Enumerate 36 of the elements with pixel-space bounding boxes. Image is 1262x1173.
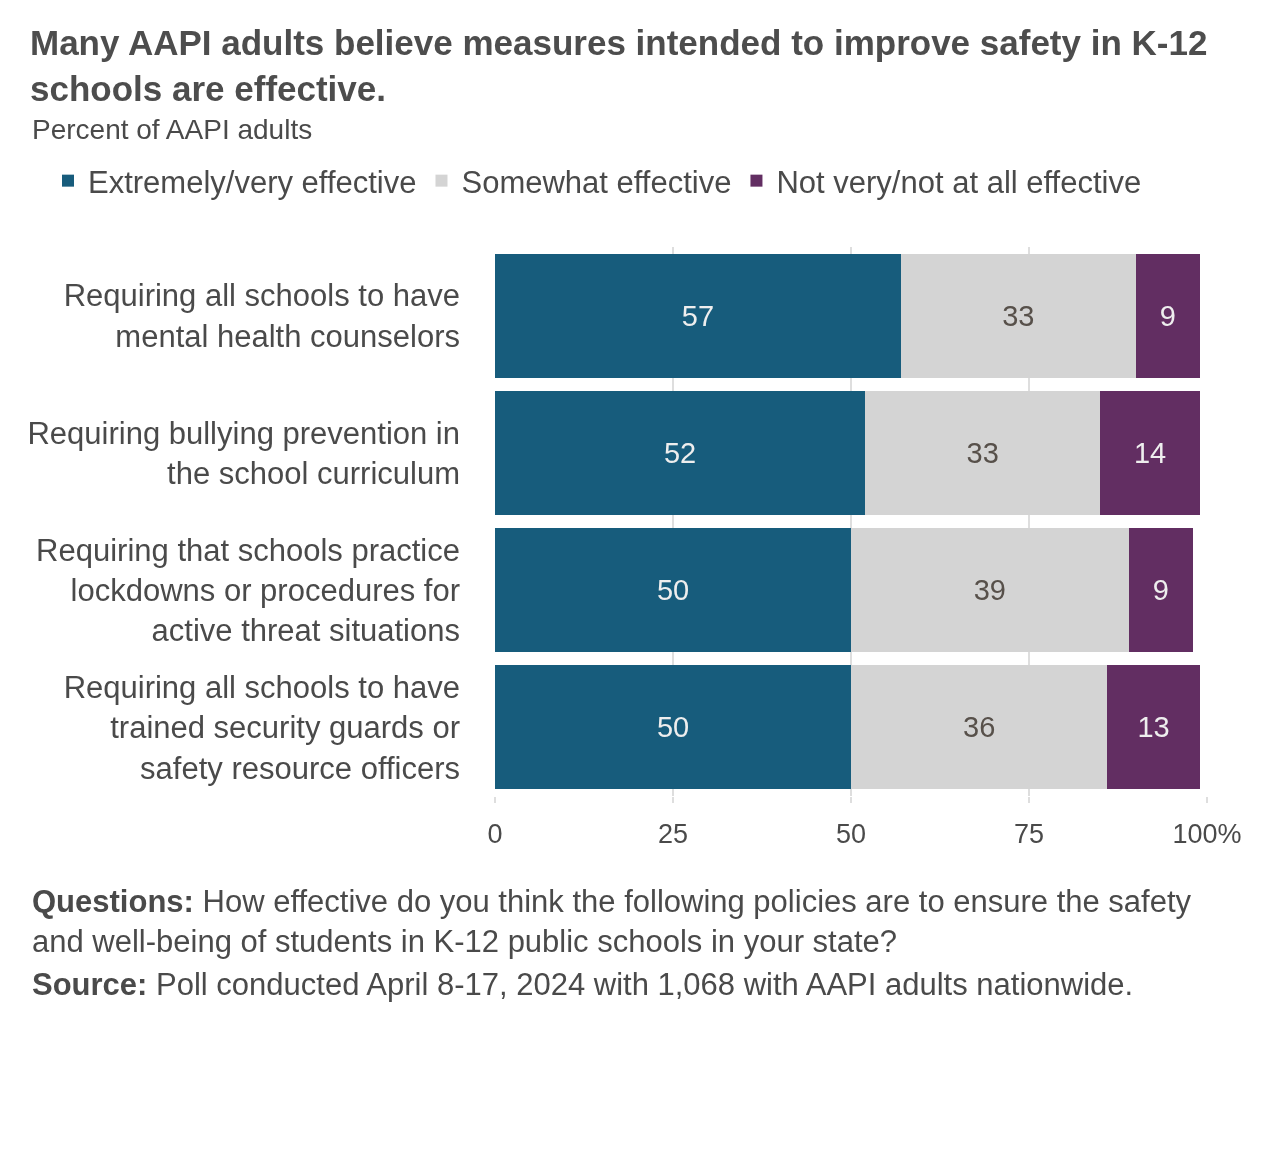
x-tick-label: 25: [657, 819, 689, 850]
y-tick-label: Requiring that schools practice lockdowns or procedures for active threat situations: [36, 532, 460, 649]
y-tick-label: Requiring all schools to have trained security guards or safety resource officers: [63, 669, 460, 786]
data-label: 33: [966, 436, 999, 469]
bar: [1128, 528, 1193, 653]
data-label: 57: [681, 299, 715, 332]
data-label: 36: [963, 711, 996, 744]
x-tick-label: 100%: [1172, 819, 1242, 850]
data-label: 50: [656, 711, 690, 744]
data-label: 14: [1133, 436, 1167, 469]
bar: [1107, 665, 1200, 790]
bar: [495, 390, 866, 515]
data-label: 9: [1159, 299, 1176, 332]
legend-label: Extremely/very effective: [88, 164, 417, 200]
chart-title: Many AAPI adults believe measures intended to improve safety in K-12 schools are effective.: [30, 23, 1208, 108]
source-note: Source: Poll conducted April 8-17, 2024 with 1,068 with AAPI adults nationwide.: [32, 967, 1134, 1002]
text: Percent of AAPI adults: [32, 114, 313, 145]
legend-label: Somewhat effective: [461, 164, 732, 200]
data-label: 9: [1152, 574, 1169, 607]
data-label: 39: [973, 574, 1006, 607]
data-label: 13: [1137, 711, 1170, 744]
bar: [495, 528, 851, 653]
bar: [495, 665, 851, 790]
y-tick-label: Requiring all schools to have mental health counselors: [63, 278, 460, 354]
legend-label: Not very/not at all effective: [776, 164, 1142, 200]
text: Questions: How effective do you think the following policies are to ensure the safety and well-being of students in K-12 public schools in your state?: [32, 884, 1192, 960]
data-label: 33: [1002, 299, 1035, 332]
y-tick-label: Requiring bullying prevention in the school curriculum: [27, 415, 460, 491]
x-tick-label: 0: [487, 819, 503, 850]
data-label: 52: [663, 436, 697, 469]
bar: [495, 253, 901, 378]
x-tick-label: 75: [1013, 819, 1045, 850]
data-label: 50: [656, 574, 690, 607]
x-tick-label: 50: [835, 819, 867, 850]
bar: [1135, 253, 1200, 378]
bar: [1100, 390, 1200, 515]
